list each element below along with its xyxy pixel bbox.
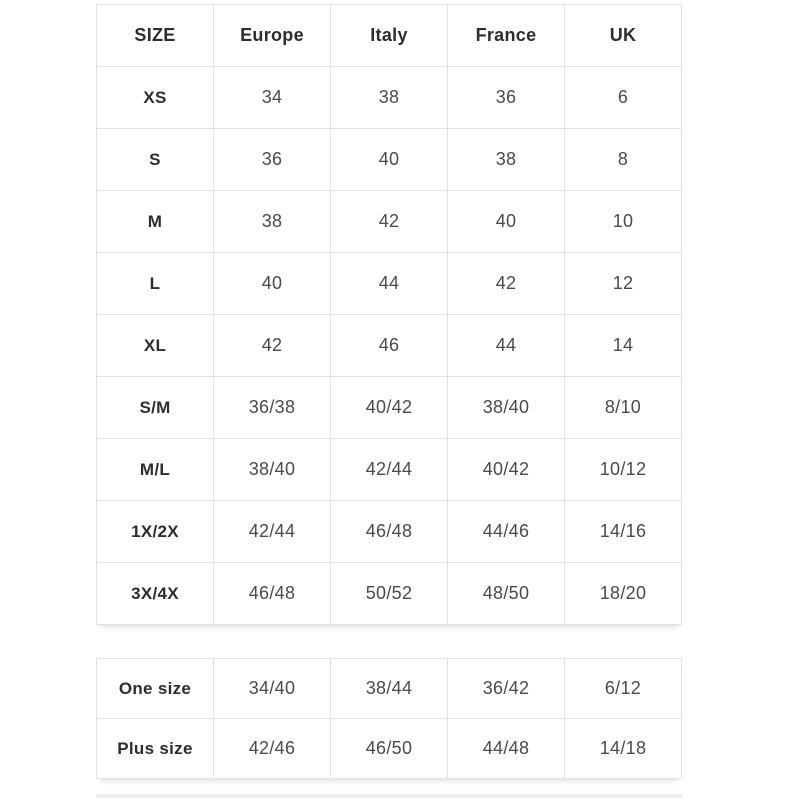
special-sizes-table: One size 34/40 38/44 36/42 6/12 Plus siz… — [96, 658, 682, 779]
france-value-cell: 40 — [447, 190, 565, 253]
table-row-ml: M/L 38/40 42/44 40/42 10/12 — [96, 438, 682, 501]
france-value-cell: 44/48 — [447, 718, 565, 779]
table-row-s: S 36 40 38 8 — [96, 128, 682, 191]
uk-value-cell: 6/12 — [564, 658, 682, 719]
size-chart-container: SIZE Europe Italy France UK XS 34 38 36 … — [96, 4, 682, 779]
size-label-cell: One size — [96, 658, 214, 719]
europe-value-cell: 36 — [213, 128, 331, 191]
italy-value-cell: 42 — [330, 190, 448, 253]
uk-value-cell: 14/18 — [564, 718, 682, 779]
column-header-uk: UK — [564, 4, 682, 67]
europe-value-cell: 34 — [213, 66, 331, 129]
uk-value-cell: 8 — [564, 128, 682, 191]
column-header-size: SIZE — [96, 4, 214, 67]
table-row-xs: XS 34 38 36 6 — [96, 66, 682, 129]
france-value-cell: 36 — [447, 66, 565, 129]
france-value-cell: 48/50 — [447, 562, 565, 625]
europe-value-cell: 36/38 — [213, 376, 331, 439]
italy-value-cell: 42/44 — [330, 438, 448, 501]
italy-value-cell: 50/52 — [330, 562, 448, 625]
europe-value-cell: 38/40 — [213, 438, 331, 501]
size-label-cell: Plus size — [96, 718, 214, 779]
table-bottom-shadow — [96, 794, 682, 798]
table-row-plus-size: Plus size 42/46 46/50 44/48 14/18 — [96, 718, 682, 779]
size-label-cell: S/M — [96, 376, 214, 439]
uk-value-cell: 12 — [564, 252, 682, 315]
size-label-cell: M — [96, 190, 214, 253]
france-value-cell: 44/46 — [447, 500, 565, 563]
table-header: SIZE Europe Italy France UK — [96, 4, 682, 67]
italy-value-cell: 38/44 — [330, 658, 448, 719]
uk-value-cell: 6 — [564, 66, 682, 129]
size-label-cell: L — [96, 252, 214, 315]
uk-value-cell: 8/10 — [564, 376, 682, 439]
uk-value-cell: 14/16 — [564, 500, 682, 563]
france-value-cell: 40/42 — [447, 438, 565, 501]
europe-value-cell: 38 — [213, 190, 331, 253]
europe-value-cell: 42/46 — [213, 718, 331, 779]
column-header-france: France — [447, 4, 565, 67]
europe-value-cell: 42 — [213, 314, 331, 377]
size-label-cell: 3X/4X — [96, 562, 214, 625]
france-value-cell: 38 — [447, 128, 565, 191]
europe-value-cell: 42/44 — [213, 500, 331, 563]
uk-value-cell: 10 — [564, 190, 682, 253]
table-row-l: L 40 44 42 12 — [96, 252, 682, 315]
table-row-3x4x: 3X/4X 46/48 50/52 48/50 18/20 — [96, 562, 682, 625]
header-row: SIZE Europe Italy France UK — [96, 4, 682, 67]
size-label-cell: 1X/2X — [96, 500, 214, 563]
france-value-cell: 36/42 — [447, 658, 565, 719]
table-row-1x2x: 1X/2X 42/44 46/48 44/46 14/16 — [96, 500, 682, 563]
italy-value-cell: 40 — [330, 128, 448, 191]
europe-value-cell: 34/40 — [213, 658, 331, 719]
italy-value-cell: 46/50 — [330, 718, 448, 779]
italy-value-cell: 46 — [330, 314, 448, 377]
size-label-cell: XL — [96, 314, 214, 377]
france-value-cell: 38/40 — [447, 376, 565, 439]
france-value-cell: 42 — [447, 252, 565, 315]
size-label-cell: XS — [96, 66, 214, 129]
table-body: XS 34 38 36 6 S 36 40 38 8 M 38 42 — [96, 66, 682, 625]
table-row-one-size: One size 34/40 38/44 36/42 6/12 — [96, 658, 682, 719]
column-header-italy: Italy — [330, 4, 448, 67]
table-row-m: M 38 42 40 10 — [96, 190, 682, 253]
table-row-xl: XL 42 46 44 14 — [96, 314, 682, 377]
europe-value-cell: 40 — [213, 252, 331, 315]
table-row-sm: S/M 36/38 40/42 38/40 8/10 — [96, 376, 682, 439]
size-label-cell: M/L — [96, 438, 214, 501]
uk-value-cell: 18/20 — [564, 562, 682, 625]
size-label-cell: S — [96, 128, 214, 191]
europe-value-cell: 46/48 — [213, 562, 331, 625]
italy-value-cell: 44 — [330, 252, 448, 315]
italy-value-cell: 40/42 — [330, 376, 448, 439]
italy-value-cell: 38 — [330, 66, 448, 129]
column-header-europe: Europe — [213, 4, 331, 67]
uk-value-cell: 14 — [564, 314, 682, 377]
uk-value-cell: 10/12 — [564, 438, 682, 501]
size-conversion-table: SIZE Europe Italy France UK XS 34 38 36 … — [96, 4, 682, 625]
italy-value-cell: 46/48 — [330, 500, 448, 563]
france-value-cell: 44 — [447, 314, 565, 377]
table-body: One size 34/40 38/44 36/42 6/12 Plus siz… — [96, 658, 682, 779]
